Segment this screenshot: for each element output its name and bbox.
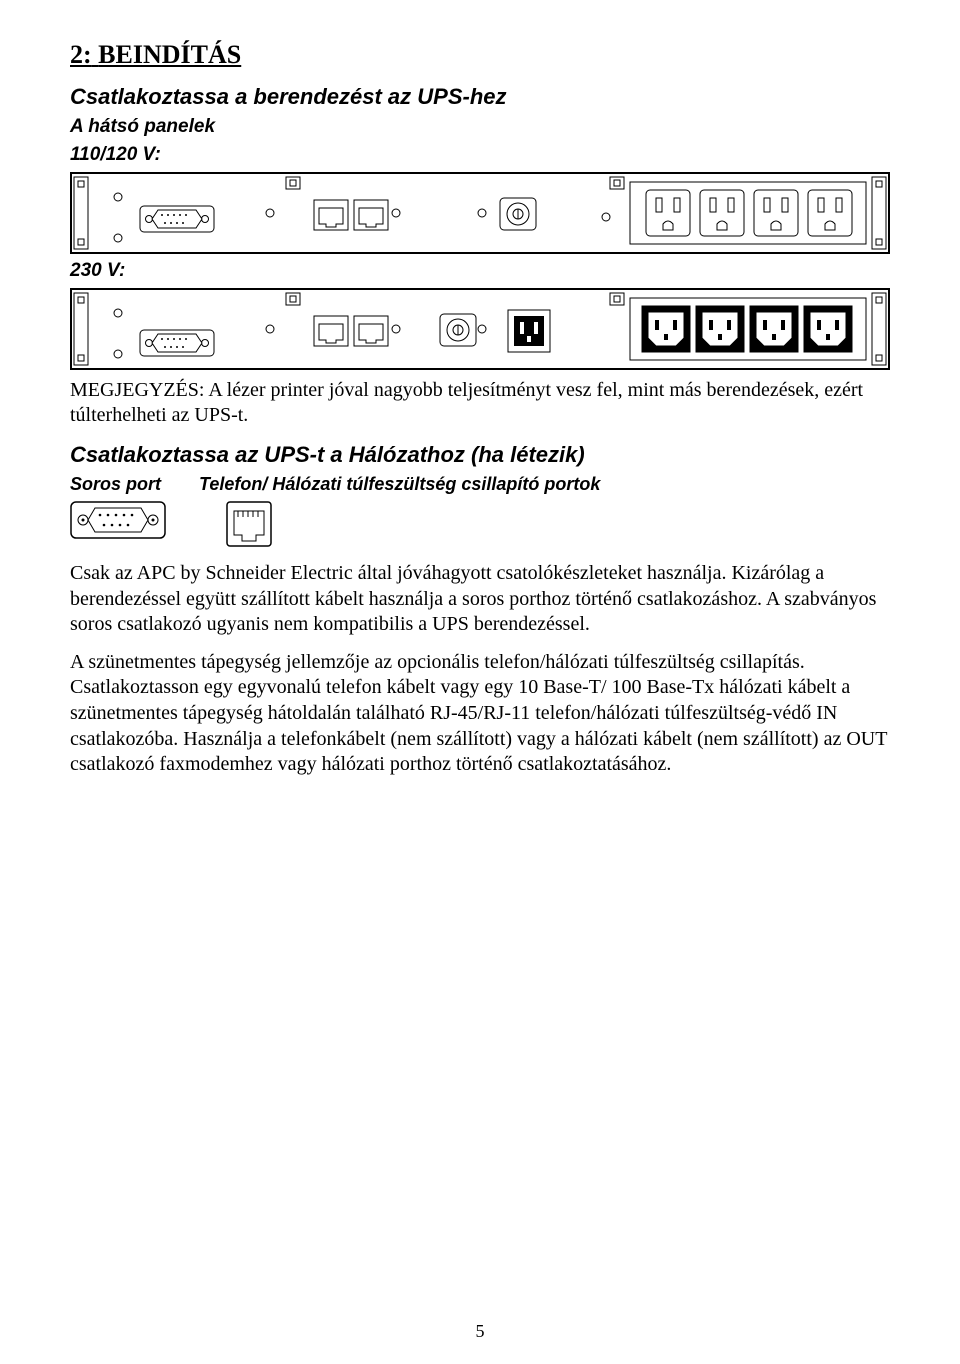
rear-panel-diagram-110	[70, 172, 890, 254]
rj45-port-icon	[226, 501, 272, 547]
network-heading: Csatlakoztassa az UPS-t a Hálózathoz (ha…	[70, 442, 890, 468]
port-labels-row: Soros port Telefon/ Hálózati túlfeszülts…	[70, 474, 890, 495]
serial-port-icon	[70, 501, 166, 547]
section-title: 2: BEINDÍTÁS	[70, 40, 890, 70]
voltage-110-label: 110/120 V:	[70, 144, 890, 166]
paragraph-surge-protection: A szünetmentes tápegység jellemzője az o…	[70, 650, 890, 778]
connect-heading: Csatlakoztassa a berendezést az UPS-hez	[70, 84, 890, 110]
paragraph-accessory-kits: Csak az APC by Schneider Electric által …	[70, 561, 890, 638]
section-number: 2:	[70, 40, 92, 69]
serial-port-label: Soros port	[70, 474, 161, 495]
page-number: 5	[0, 1321, 960, 1342]
section-title-text: BEINDÍTÁS	[98, 40, 241, 69]
port-icons-row	[70, 501, 890, 547]
voltage-230-label: 230 V:	[70, 260, 890, 282]
rear-panels-label: A hátsó panelek	[70, 116, 890, 138]
surge-ports-label: Telefon/ Hálózati túlfeszültség csillapí…	[199, 474, 600, 495]
rear-panel-diagram-230	[70, 288, 890, 370]
laser-printer-note: MEGJEGYZÉS: A lézer printer jóval nagyob…	[70, 378, 890, 428]
